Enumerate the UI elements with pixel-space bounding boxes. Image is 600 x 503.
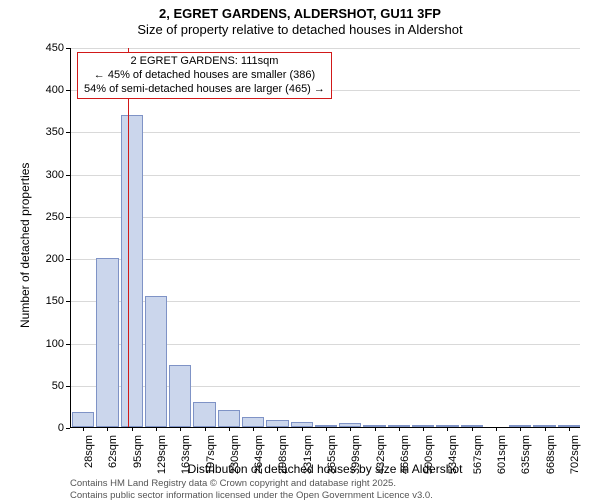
plot-area: 28sqm62sqm95sqm129sqm163sqm197sqm230sqm2… bbox=[70, 48, 580, 428]
y-tick-label: 450 bbox=[46, 42, 64, 54]
x-tick bbox=[545, 427, 546, 431]
y-tick-label: 150 bbox=[46, 295, 64, 307]
x-tick bbox=[447, 427, 448, 431]
y-tick bbox=[66, 428, 70, 429]
y-tick-label: 400 bbox=[46, 84, 64, 96]
x-tick bbox=[205, 427, 206, 431]
y-tick-label: 100 bbox=[46, 338, 64, 350]
grid-line bbox=[71, 175, 580, 176]
x-tick bbox=[350, 427, 351, 431]
footnote: Contains HM Land Registry data © Crown c… bbox=[70, 478, 433, 503]
title-line-1: 2, EGRET GARDENS, ALDERSHOT, GU11 3FP bbox=[0, 6, 600, 22]
bar bbox=[242, 417, 264, 427]
x-tick bbox=[423, 427, 424, 431]
x-tick bbox=[375, 427, 376, 431]
bar bbox=[96, 258, 118, 427]
y-tick-label: 50 bbox=[52, 380, 64, 392]
x-tick bbox=[569, 427, 570, 431]
annotation-line-1: 2 EGRET GARDENS: 111sqm bbox=[84, 55, 325, 69]
annotation-line-3: 54% of semi-detached houses are larger (… bbox=[84, 83, 325, 97]
x-tick bbox=[229, 427, 230, 431]
x-tick bbox=[156, 427, 157, 431]
x-tick bbox=[83, 427, 84, 431]
chart-title: 2, EGRET GARDENS, ALDERSHOT, GU11 3FP Si… bbox=[0, 6, 600, 39]
bar bbox=[218, 410, 240, 427]
x-tick bbox=[496, 427, 497, 431]
x-tick bbox=[399, 427, 400, 431]
y-axis-label: Number of detached properties bbox=[18, 163, 32, 328]
chart-container: 2, EGRET GARDENS, ALDERSHOT, GU11 3FP Si… bbox=[0, 0, 600, 500]
x-axis-label: Distribution of detached houses by size … bbox=[70, 462, 580, 476]
y-tick-label: 350 bbox=[46, 126, 64, 138]
bar bbox=[193, 402, 215, 427]
bar bbox=[169, 365, 191, 427]
x-tick bbox=[472, 427, 473, 431]
y-tick-label: 300 bbox=[46, 169, 64, 181]
x-tick bbox=[520, 427, 521, 431]
y-tick-label: 0 bbox=[58, 422, 64, 434]
grid-line bbox=[71, 217, 580, 218]
x-tick bbox=[107, 427, 108, 431]
marker-line bbox=[128, 48, 129, 427]
bar bbox=[121, 115, 143, 427]
grid-line bbox=[71, 132, 580, 133]
x-tick bbox=[302, 427, 303, 431]
y-tick-container: 050100150200250300350400450 bbox=[0, 48, 70, 428]
bar bbox=[266, 420, 288, 427]
y-tick-label: 200 bbox=[46, 253, 64, 265]
title-line-2: Size of property relative to detached ho… bbox=[0, 22, 600, 38]
annotation-line-2: ← 45% of detached houses are smaller (38… bbox=[84, 69, 325, 83]
footnote-line-1: Contains HM Land Registry data © Crown c… bbox=[70, 478, 433, 490]
x-tick bbox=[326, 427, 327, 431]
bar bbox=[145, 296, 167, 427]
footnote-line-2: Contains public sector information licen… bbox=[70, 490, 433, 502]
y-tick-label: 250 bbox=[46, 211, 64, 223]
grid-line bbox=[71, 48, 580, 49]
x-tick bbox=[277, 427, 278, 431]
grid-line bbox=[71, 259, 580, 260]
x-tick bbox=[253, 427, 254, 431]
x-tick bbox=[180, 427, 181, 431]
bar bbox=[72, 412, 94, 427]
annotation-box: 2 EGRET GARDENS: 111sqm ← 45% of detache… bbox=[77, 52, 332, 99]
x-tick bbox=[132, 427, 133, 431]
